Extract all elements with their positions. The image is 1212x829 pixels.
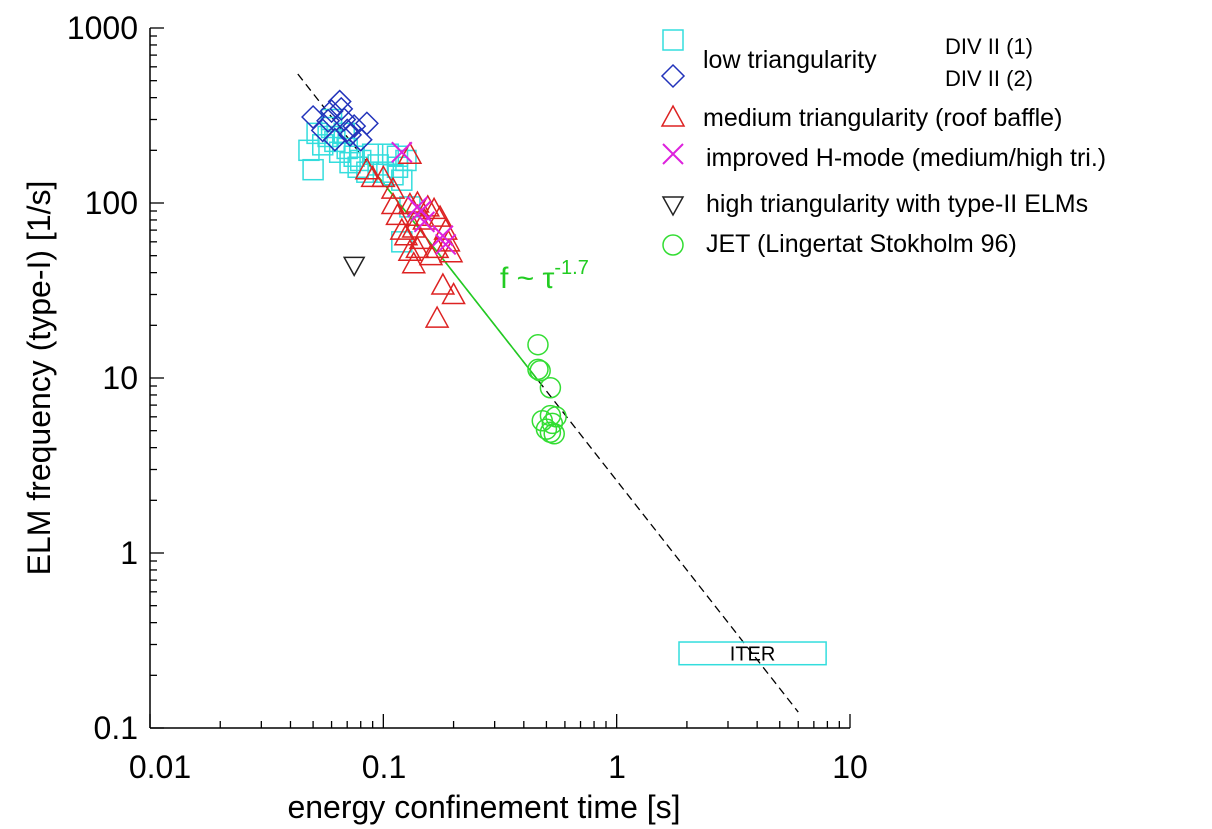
iter-label: ITER xyxy=(730,643,776,665)
data-point-circle xyxy=(539,421,562,443)
legend-marker-x xyxy=(662,143,684,165)
x-tick-label-10: 10 xyxy=(832,749,868,785)
legend-marker-triangle-down xyxy=(661,196,685,217)
data-point-triangle xyxy=(430,272,456,295)
data-point-square xyxy=(356,161,378,183)
data-point-diamond xyxy=(310,118,335,143)
y-tick-label-0.1: 0.1 xyxy=(94,710,138,746)
data-point-triangle xyxy=(397,141,423,164)
data-point-triangle xyxy=(427,204,453,227)
data-point-triangle xyxy=(393,223,419,246)
data-point-triangle xyxy=(385,202,410,226)
axis-ticks xyxy=(149,27,851,729)
fit-label: f ~ τ-1.7 xyxy=(500,257,589,295)
data-point-x xyxy=(413,211,436,233)
legend: low triangularity DIV II (1) DIV II (2) … xyxy=(660,29,1106,258)
data-point-x xyxy=(434,233,457,256)
data-point-triangle xyxy=(354,157,380,180)
data-point-circle xyxy=(529,360,551,382)
data-point-diamond xyxy=(354,111,379,136)
data-point-circle xyxy=(527,358,549,381)
data-point-triangle xyxy=(380,176,406,199)
data-point-circle xyxy=(541,412,564,435)
y-axis-title: ELM frequency (type-I) [1/s] xyxy=(21,181,57,576)
data-point-triangle xyxy=(389,217,415,240)
fit-label-base: f ~ τ xyxy=(500,262,555,295)
data-point-circle xyxy=(545,406,567,428)
legend-group-label: low triangularity xyxy=(703,46,877,74)
legend-label-div2-2: DIV II (2) xyxy=(945,66,1033,91)
x-tick-label-0.1: 0.1 xyxy=(362,749,406,785)
data-point-circle xyxy=(543,423,565,445)
iter-box: ITER xyxy=(678,641,827,666)
legend-label-high-tri: high triangularity with type-II ELMs xyxy=(706,190,1088,218)
data-point-diamond xyxy=(335,118,360,143)
data-point-diamond xyxy=(342,114,367,139)
y-tick-label-1: 1 xyxy=(120,535,138,571)
data-point-triangle xyxy=(401,251,427,274)
data-point-triangle xyxy=(371,164,396,188)
x-tick-label-1: 1 xyxy=(608,749,626,785)
data-point-square xyxy=(302,158,324,181)
data-point-triangle xyxy=(438,240,464,263)
data-point-square xyxy=(343,145,365,167)
data-point-circle xyxy=(539,376,562,399)
y-tick-label-1000: 1000 xyxy=(67,10,138,46)
data-point-triangle xyxy=(441,281,466,305)
data-point-triangle xyxy=(424,305,450,328)
legend-marker-circle xyxy=(662,234,684,256)
legend-marker-diamond xyxy=(660,63,686,89)
data-point-circle xyxy=(527,333,549,356)
data-point-square xyxy=(386,156,409,179)
fit-label-exponent: -1.7 xyxy=(554,257,588,279)
data-point-triangle-down xyxy=(342,256,366,277)
y-tick-label-10: 10 xyxy=(102,360,138,396)
data-point-diamond xyxy=(329,96,354,121)
legend-label-div2-1: DIV II (1) xyxy=(945,34,1033,59)
data-point-x xyxy=(432,225,454,247)
data-point-triangle xyxy=(408,226,434,250)
legend-label-improved-h-mode: improved H-mode (medium/high tri.) xyxy=(706,144,1106,172)
iter-box-rect xyxy=(678,641,827,666)
plot-axes xyxy=(149,28,850,729)
data-point-diamond xyxy=(348,127,373,152)
data-point-diamond xyxy=(319,99,344,124)
data-point-square xyxy=(386,145,409,167)
data-point-triangle xyxy=(405,235,430,259)
legend-marker-square xyxy=(662,29,684,51)
x-tick-label-0.01: 0.01 xyxy=(129,749,191,785)
data-point-square xyxy=(312,134,334,156)
x-axis-title: energy confinement time [s] xyxy=(287,789,680,825)
y-tick-label-100: 100 xyxy=(85,185,138,221)
legend-marker-triangle xyxy=(660,104,686,127)
legend-label-medium-tri: medium triangularity (roof baffle) xyxy=(703,104,1062,132)
data-point-x xyxy=(391,141,413,163)
data-points xyxy=(298,89,567,445)
legend-label-jet: JET (Lingertat Stokholm 96) xyxy=(706,230,1017,258)
